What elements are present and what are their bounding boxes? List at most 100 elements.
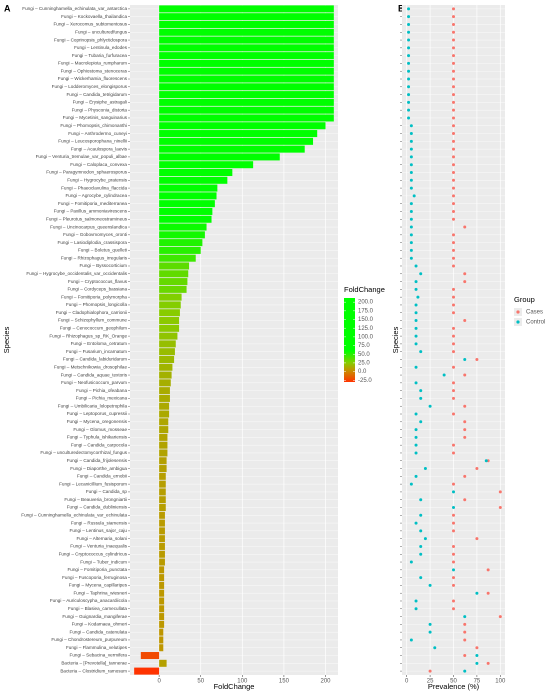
x-tick-label: 200 (321, 679, 332, 685)
y-tick-label: Fungi – Hygrocybe_occidentalis_var_occid… (26, 271, 127, 276)
y-tick-label: Fungi – Phomopsis_longicolla (66, 302, 127, 307)
y-tick-label: Fungi – Xerocomus_subtomentosus (53, 22, 127, 27)
y-tick-label: Fungi – Caloplaca_convexa (70, 162, 127, 167)
point (452, 583, 455, 587)
bar (159, 20, 334, 28)
point (414, 264, 418, 268)
point (463, 373, 467, 377)
point (452, 209, 455, 213)
bar (159, 176, 228, 184)
y-tick-label: Fungi – Leptoporus_cupressii (67, 411, 127, 416)
y-tick-label: Fungi – Schizophyllum_commune (58, 318, 127, 323)
point (409, 139, 413, 143)
point (419, 389, 423, 393)
point (452, 30, 455, 34)
point (452, 295, 455, 299)
bar (159, 262, 190, 270)
y-tick-label: Fungi – Umbilicaria_lolopetrophila (58, 403, 128, 408)
y-tick-label: Bacteria – Clostridium_ramosum (60, 668, 127, 673)
x-tick-label: 150 (279, 679, 290, 685)
point (452, 412, 455, 416)
bar (140, 652, 160, 660)
point (452, 108, 455, 112)
y-tick-label: Fungi – Taphrina_wiesneri (73, 590, 127, 595)
point (414, 365, 418, 369)
point (452, 264, 455, 268)
point (414, 319, 418, 323)
point (452, 560, 455, 564)
y-tick-label: Fungi – Gobovmomyces_oronti (63, 232, 127, 237)
point (452, 147, 455, 151)
point (414, 607, 418, 611)
point (414, 599, 418, 603)
bar (159, 511, 165, 519)
point (452, 85, 455, 89)
bar (159, 379, 171, 387)
point (452, 171, 455, 174)
bar (159, 472, 166, 480)
point (409, 124, 413, 128)
point (409, 560, 413, 564)
point (407, 38, 411, 42)
point (409, 155, 413, 159)
bar (159, 457, 167, 465)
legend-marker (516, 320, 520, 324)
point (463, 638, 467, 642)
point (475, 661, 479, 665)
y-tick-label: Fungi – Russula_siamensis (71, 520, 128, 525)
y-tick-label: Fungi – Ophiostoma_stenoceras (61, 68, 128, 73)
point (409, 186, 413, 190)
bar (159, 449, 168, 457)
y-tick-label: Fungi – Uncinocarpus_queenslandica (50, 224, 127, 229)
y-tick-label: Fungi – Phomopsis_chimonanthi (60, 123, 127, 128)
point (407, 22, 411, 26)
point (475, 467, 479, 471)
bar (159, 215, 212, 223)
point (452, 311, 455, 315)
bar (159, 566, 165, 574)
y-tick-label: Fungi – Metschnikowia_drosophilae (54, 364, 127, 369)
point (428, 630, 432, 634)
point (452, 389, 455, 393)
y-tick-label: Fungi – Candida_carpocola (71, 442, 128, 447)
bar (159, 207, 213, 215)
bar (159, 480, 166, 488)
point (452, 521, 455, 525)
point (452, 607, 455, 611)
point (452, 124, 455, 128)
bar (159, 402, 170, 410)
bar (159, 5, 334, 13)
point (407, 100, 411, 104)
point (414, 381, 418, 385)
point (407, 54, 411, 58)
point (414, 326, 418, 330)
bar (159, 122, 326, 130)
y-tick-label: Fungi – Mycena_oregonensis (67, 419, 128, 424)
point (463, 319, 467, 323)
point (414, 428, 418, 432)
point (452, 194, 455, 198)
point (409, 163, 413, 167)
point (409, 225, 413, 229)
point (475, 591, 479, 595)
point (414, 412, 418, 416)
y-tick-label: Fungi – Beauveria_brongniartii (64, 497, 127, 502)
bar (159, 75, 334, 83)
bar (159, 519, 165, 527)
point (428, 669, 432, 673)
y-tick-label: Fungi – Cunninghamella_echinulata_var_an… (22, 6, 127, 11)
point (433, 646, 437, 650)
bar (159, 168, 233, 177)
x-tick-label: 0 (405, 679, 409, 685)
bar (159, 98, 334, 106)
bar (159, 28, 334, 36)
y-tick-label: Fungi – Flammulina_velutipes (66, 645, 128, 650)
bar (159, 293, 182, 301)
point (452, 233, 455, 237)
y-tick-label: Fungi – Sebacina_vermifera (70, 653, 128, 658)
point (407, 85, 411, 89)
y-tick-label: Fungi – Auriculoscypha_anacardiicola (50, 598, 128, 603)
point (452, 46, 455, 50)
y-tick-label: Fungi – Diaporthe_ambigua (70, 466, 127, 471)
point (498, 490, 502, 494)
